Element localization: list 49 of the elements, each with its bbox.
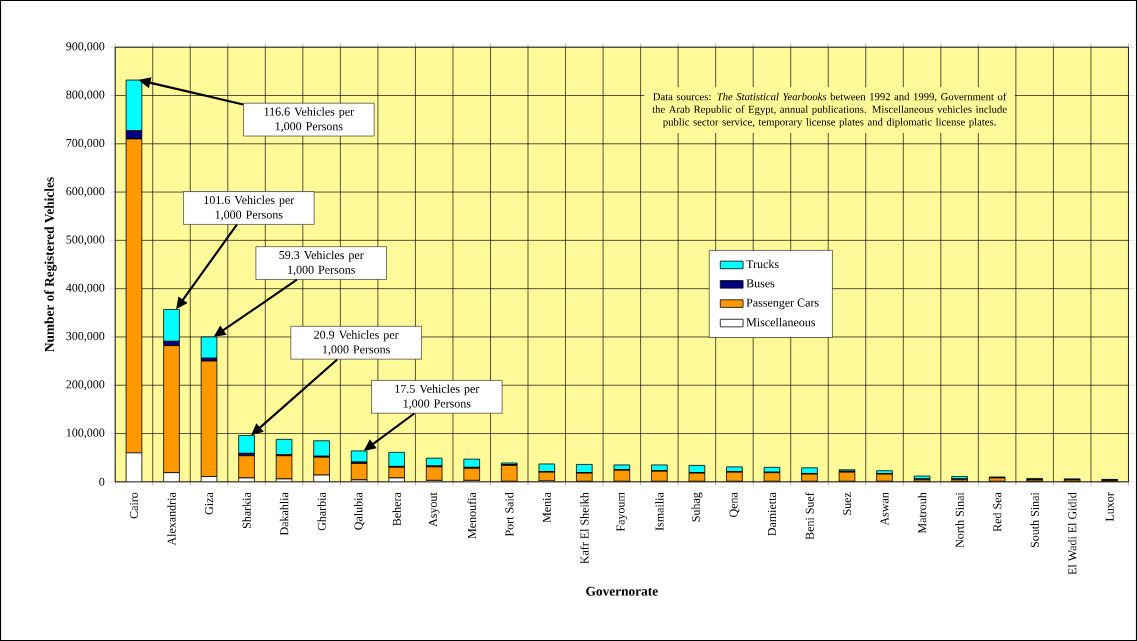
x-tick-label: Menoufia: [467, 492, 477, 539]
y-tick-label: 200,000: [66, 380, 105, 391]
x-tick-label: Matrouh: [917, 492, 927, 534]
x-tick-label: Aswan: [880, 492, 889, 526]
y-tick-label: 100,000: [66, 428, 105, 439]
legend-label: Buses: [746, 279, 775, 288]
annotation: 59.3 Vehicles per 1,000 Persons: [279, 250, 364, 276]
x-tick-label: Suez: [842, 492, 852, 515]
x-axis-title: Governorate: [586, 586, 658, 596]
legend-label: Passenger Cars: [746, 298, 819, 310]
x-tick-label: Port Said: [505, 492, 514, 537]
x-tick-label: Gharbia: [317, 492, 326, 531]
x-tick-label: Fayoum: [616, 492, 628, 532]
x-tick-label: Sharkia: [242, 492, 251, 529]
y-tick-label: 0: [99, 477, 105, 486]
annotation: Data sources: The Statistical Yearbooks between 1992 and 1999, Government of the Arab Republic of Egypt, annual publications. Miscellaneous vehicles include public sector service, temporary license plates and diplomatic license plates.: [652, 92, 1007, 128]
x-tick-label: Alexandria: [167, 492, 176, 546]
annotation: 20.9 Vehicles per 1,000 Persons: [314, 330, 399, 356]
x-tick-label: North Sinai: [955, 492, 964, 548]
x-tick-label: Behera: [392, 492, 401, 526]
x-tick-label: Qalubia: [354, 492, 365, 530]
y-tick-label: 300,000: [66, 332, 105, 342]
x-tick-label: Red Sea: [992, 492, 1002, 532]
x-tick-label: Beni Suef: [805, 492, 814, 540]
x-tick-label: Asyout: [428, 492, 440, 527]
x-tick-label: Luxor: [1105, 492, 1114, 522]
x-tick-label: Giza: [204, 492, 214, 515]
x-tick-label: Qena: [729, 492, 740, 518]
x-tick-label: Menia: [542, 492, 551, 523]
annotation: 116.6 Vehicles per 1,000 Persons: [264, 107, 354, 133]
x-tick-label: Kafr El Sheikh: [580, 492, 589, 564]
x-tick-label: Cairo: [129, 492, 139, 519]
y-tick-label: 900,000: [66, 42, 105, 53]
x-tick-label: South Sinai: [1030, 492, 1039, 548]
y-tick-label: 500,000: [66, 235, 105, 246]
x-tick-label: Damietta: [767, 492, 776, 536]
legend-label: Miscellaneous: [746, 317, 816, 327]
y-tick-label: 400,000: [66, 283, 105, 294]
x-tick-label: El Wadi El Gidid: [1067, 492, 1077, 575]
y-axis-title: Number of Registered Vehicles: [44, 177, 57, 352]
annotation: 17.5 Vehicles per 1,000 Persons: [395, 384, 480, 410]
x-tick-label: Ismailia: [655, 492, 664, 531]
annotation: 101.6 Vehicles per 1,000 Persons: [204, 195, 295, 221]
legend-label: Trucks: [746, 259, 779, 269]
y-tick-label: 800,000: [66, 90, 105, 101]
y-tick-label: 600,000: [66, 187, 105, 197]
x-tick-label: Suhag: [691, 492, 703, 522]
y-tick-label: 700,000: [66, 138, 105, 149]
x-tick-label: Dakahlia: [279, 492, 289, 536]
